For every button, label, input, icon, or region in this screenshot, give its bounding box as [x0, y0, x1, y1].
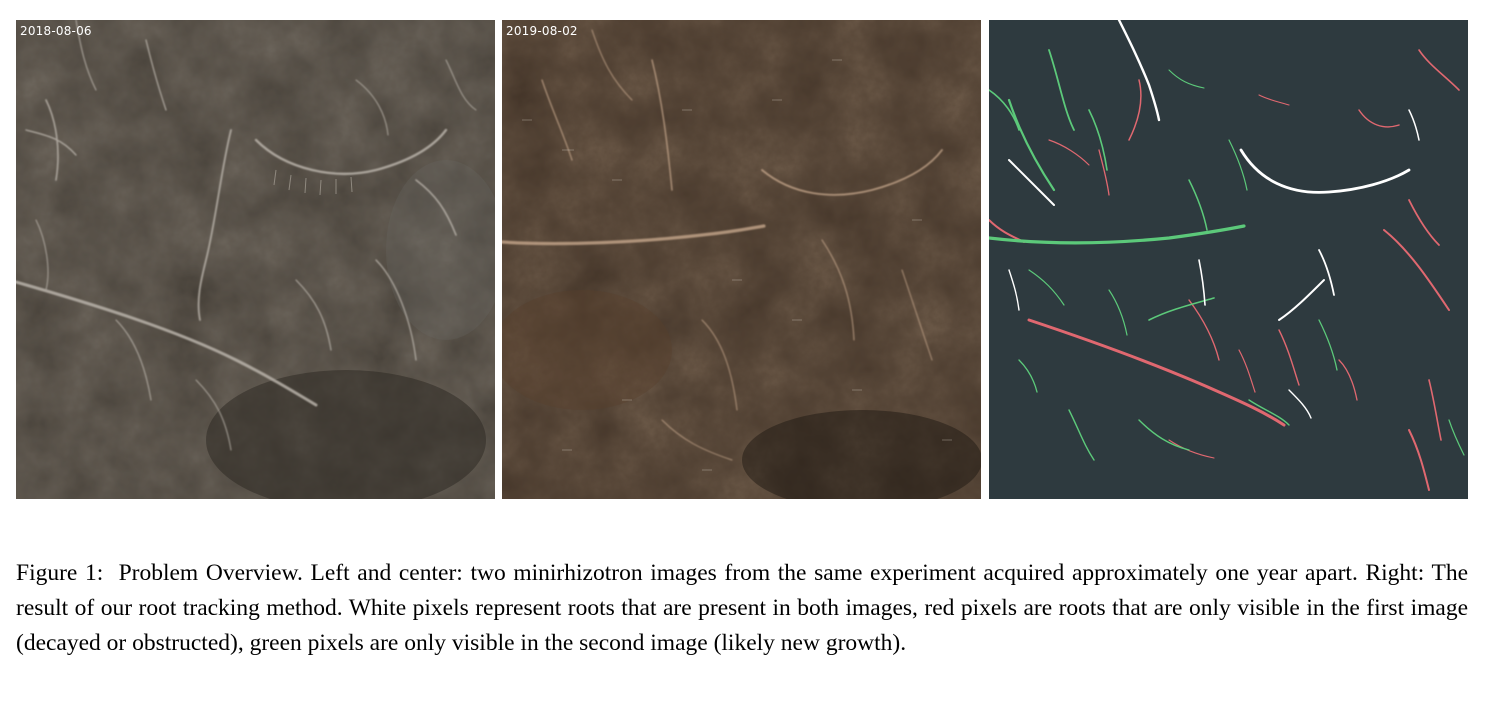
figure-label: Figure 1: — [16, 560, 104, 586]
image-date-label: 2019-08-02 — [506, 24, 578, 38]
figure-caption: Figure 1: Problem Overview. Left and cen… — [16, 556, 1468, 661]
soil-photo-2019 — [502, 20, 981, 499]
minirhizotron-image-2019: 2019-08-02 — [502, 20, 981, 499]
soil-photo-2018 — [16, 20, 495, 499]
image-date-label: 2018-08-06 — [20, 24, 92, 38]
figure-caption-text: Problem Overview. Left and center: two m… — [16, 560, 1468, 656]
roots-second-image-only — [989, 49, 1465, 461]
minirhizotron-image-2018: 2018-08-06 — [16, 20, 495, 499]
roots-both-images — [1008, 20, 1420, 419]
tracking-result-plot — [989, 20, 1468, 499]
tracking-background — [989, 20, 1468, 499]
root-tracking-result — [989, 20, 1468, 499]
